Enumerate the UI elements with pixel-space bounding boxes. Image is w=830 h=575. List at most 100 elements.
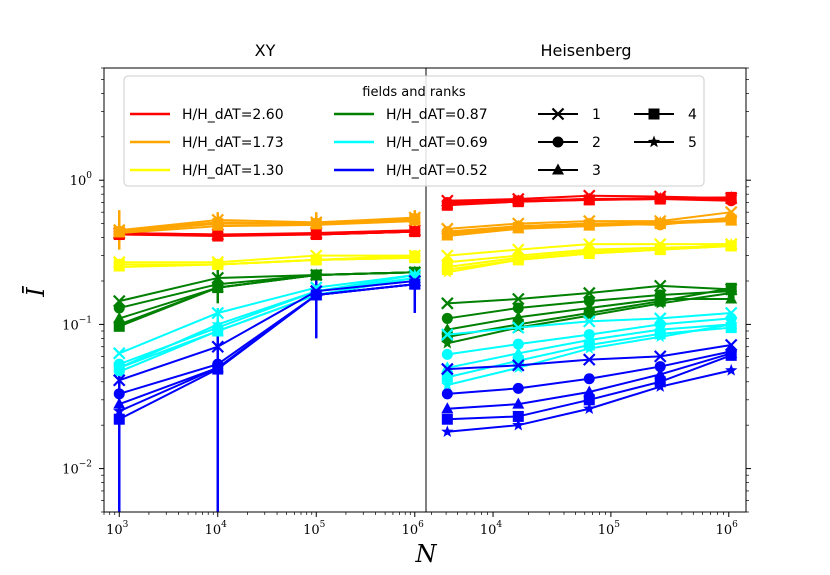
series-0.52-rank-2: [441, 345, 737, 400]
x-tick-label: 106: [402, 520, 425, 538]
data-point: [310, 253, 323, 266]
data-point: [408, 268, 421, 281]
x-tick-label: 105: [598, 520, 621, 538]
x-tick-label: 105: [303, 520, 326, 538]
series-0.52-rank-2: [113, 278, 421, 400]
data-point: [211, 215, 224, 228]
data-point: [113, 302, 125, 314]
data-point: [512, 355, 524, 367]
legend-field-item: H/H_dAT=0.52: [334, 163, 488, 179]
data-point: [113, 311, 126, 323]
data-point: [112, 347, 126, 360]
y-tick-label: 10−1: [62, 315, 92, 333]
data-point: [441, 425, 454, 438]
series-line: [119, 218, 415, 232]
data-point: [653, 279, 667, 293]
data-point: [113, 388, 125, 400]
legend-marker: [552, 136, 564, 148]
y-tick-label: 10−2: [62, 460, 92, 478]
data-point: [654, 191, 667, 204]
panel-title: XY: [255, 41, 276, 60]
legend-box: [123, 75, 705, 187]
panel-heisenberg: [441, 189, 738, 438]
series-0.69-rank-3: [113, 271, 421, 377]
data-point: [113, 258, 126, 270]
data-point: [583, 402, 596, 415]
legend-title: fields and ranks: [362, 85, 466, 100]
data-point: [113, 397, 126, 409]
series-0.69-rank-4: [113, 272, 421, 374]
data-area: [441, 189, 738, 438]
data-point: [512, 194, 525, 207]
legend-label: H/H_dAT=2.60: [182, 107, 284, 123]
data-point: [408, 225, 421, 237]
data-point: [725, 363, 738, 376]
data-point: [441, 371, 453, 383]
data-point: [654, 367, 667, 379]
legend-marker: [648, 108, 660, 120]
data-point: [583, 309, 596, 321]
series-1.30-rank-5: [441, 237, 738, 278]
data-point: [441, 362, 454, 376]
data-point: [441, 265, 454, 278]
data-point: [512, 321, 525, 334]
frame-layer: XY 103 104 105 106 Heisenberg 104 105 106 10−2 10−…: [22, 41, 751, 568]
data-point: [583, 394, 595, 406]
data-point: [654, 215, 667, 228]
data-point: [113, 223, 126, 236]
data-point: [512, 338, 524, 350]
data-point: [441, 226, 454, 239]
data-point: [113, 317, 126, 330]
data-point: [725, 286, 738, 299]
data-point: [113, 404, 126, 417]
data-point: [408, 277, 421, 290]
data-point: [583, 385, 596, 397]
data-point: [211, 258, 224, 270]
data-area: [112, 210, 422, 512]
legend-rank-item: 2: [538, 135, 601, 151]
series-line: [119, 220, 415, 235]
axes-frame-heisenberg: [425, 67, 747, 513]
legend-field-item: H/H_dAT=1.73: [130, 135, 284, 151]
x-tick-label: 104: [480, 520, 503, 538]
data-point: [725, 322, 737, 334]
data-point: [113, 413, 125, 425]
series-0.69-rank-2: [441, 312, 737, 360]
series-0.69-rank-5: [441, 317, 738, 391]
data-point: [441, 388, 453, 400]
data-point: [211, 340, 225, 354]
legend-label: H/H_dAT=0.52: [386, 163, 488, 179]
data-point: [725, 317, 738, 330]
data-point: [654, 243, 667, 255]
data-point: [441, 196, 454, 209]
data-point: [512, 418, 525, 431]
series-line: [118, 283, 415, 413]
legend: fields and ranks H/H_dAT=2.60 H/H_dAT=1.73…: [123, 75, 705, 187]
data-point: [725, 292, 738, 304]
legend-field-item: H/H_dAT=2.60: [130, 107, 284, 123]
series-line: [118, 283, 415, 406]
series-line: [118, 279, 415, 382]
legend-label: H/H_dAT=1.30: [182, 163, 284, 179]
data-point: [654, 361, 666, 373]
data-point: [310, 288, 323, 301]
data-point: [512, 397, 525, 409]
data-point: [583, 247, 596, 259]
x-tick-label: 103: [106, 520, 129, 538]
data-point: [408, 251, 421, 263]
legend-marker: [551, 107, 565, 121]
data-point: [512, 410, 524, 422]
data-point: [725, 190, 738, 203]
data-point: [725, 212, 738, 225]
series-2.60-rank-5: [441, 190, 738, 209]
data-point: [582, 315, 596, 328]
data-point: [512, 359, 525, 372]
data-point: [654, 330, 667, 343]
series-0.52-rank-5: [441, 363, 738, 438]
data-point: [512, 382, 524, 394]
series-line: [118, 274, 415, 369]
y-axis-title: Ī: [22, 286, 50, 298]
data-point: [441, 402, 454, 414]
legend-rank-item: 3: [538, 163, 601, 179]
